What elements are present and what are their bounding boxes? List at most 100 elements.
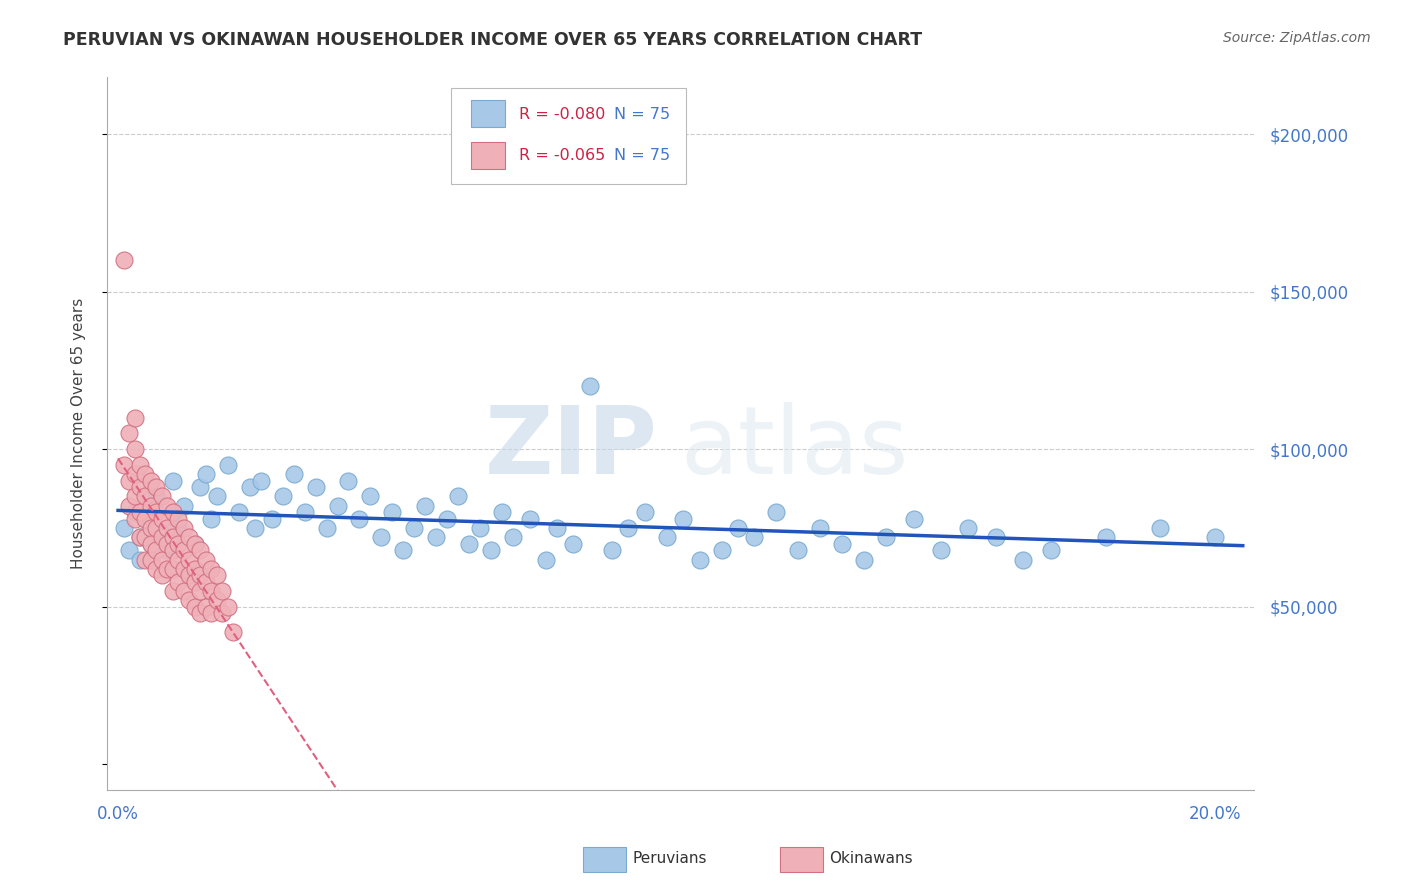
Point bbox=[179, 568, 201, 582]
Point bbox=[184, 562, 207, 576]
Point bbox=[145, 480, 167, 494]
Point bbox=[162, 543, 184, 558]
Point bbox=[188, 606, 211, 620]
Point bbox=[167, 552, 190, 566]
Point bbox=[200, 562, 222, 576]
Point bbox=[239, 480, 262, 494]
Point bbox=[491, 505, 513, 519]
Point bbox=[173, 584, 195, 599]
Point bbox=[853, 552, 876, 566]
Point bbox=[124, 490, 146, 504]
Point bbox=[727, 521, 749, 535]
Point bbox=[617, 521, 640, 535]
Point bbox=[129, 458, 152, 472]
Point bbox=[188, 568, 211, 582]
Point bbox=[134, 531, 156, 545]
Text: atlas: atlas bbox=[681, 401, 908, 493]
Point bbox=[129, 480, 152, 494]
Point bbox=[167, 521, 190, 535]
Point bbox=[359, 490, 381, 504]
Point bbox=[167, 537, 190, 551]
Point bbox=[370, 531, 392, 545]
Text: R = -0.065: R = -0.065 bbox=[519, 148, 605, 163]
Text: R = -0.080: R = -0.080 bbox=[519, 107, 605, 122]
Point bbox=[112, 458, 135, 472]
Point bbox=[304, 480, 326, 494]
Point bbox=[579, 379, 602, 393]
Point bbox=[134, 490, 156, 504]
Point bbox=[184, 574, 207, 589]
Point bbox=[217, 458, 239, 472]
Point bbox=[150, 531, 173, 545]
Point bbox=[145, 521, 167, 535]
Point bbox=[173, 499, 195, 513]
Point bbox=[249, 474, 271, 488]
Point bbox=[188, 480, 211, 494]
Text: Okinawans: Okinawans bbox=[830, 851, 912, 865]
Point bbox=[162, 562, 184, 576]
Point bbox=[831, 537, 853, 551]
Point bbox=[118, 426, 141, 441]
Point bbox=[283, 467, 305, 482]
Point bbox=[118, 543, 141, 558]
Text: N = 75: N = 75 bbox=[614, 107, 671, 122]
Text: Source: ZipAtlas.com: Source: ZipAtlas.com bbox=[1223, 31, 1371, 45]
Point bbox=[129, 531, 152, 545]
Point bbox=[150, 568, 173, 582]
Point bbox=[957, 521, 980, 535]
Point bbox=[205, 593, 228, 607]
Point bbox=[139, 521, 162, 535]
Point bbox=[162, 584, 184, 599]
Point bbox=[124, 467, 146, 482]
Point bbox=[710, 543, 733, 558]
Point bbox=[162, 505, 184, 519]
Point bbox=[744, 531, 766, 545]
Point bbox=[200, 584, 222, 599]
Point bbox=[150, 527, 173, 541]
Text: ZIP: ZIP bbox=[485, 401, 658, 493]
Point bbox=[188, 543, 211, 558]
Point bbox=[875, 531, 897, 545]
Point bbox=[600, 543, 623, 558]
Point bbox=[205, 490, 228, 504]
Point bbox=[184, 599, 207, 614]
Point bbox=[124, 505, 146, 519]
Point bbox=[134, 552, 156, 566]
Point bbox=[337, 474, 360, 488]
Y-axis label: Householder Income Over 65 years: Householder Income Over 65 years bbox=[72, 298, 86, 569]
Point bbox=[211, 606, 233, 620]
Point bbox=[326, 499, 349, 513]
Point bbox=[162, 531, 184, 545]
Point bbox=[179, 531, 201, 545]
Point bbox=[479, 543, 502, 558]
Point bbox=[392, 543, 415, 558]
Point bbox=[112, 521, 135, 535]
Point bbox=[139, 499, 162, 513]
Point bbox=[534, 552, 557, 566]
Point bbox=[162, 474, 184, 488]
Point bbox=[156, 562, 179, 576]
Text: PERUVIAN VS OKINAWAN HOUSEHOLDER INCOME OVER 65 YEARS CORRELATION CHART: PERUVIAN VS OKINAWAN HOUSEHOLDER INCOME … bbox=[63, 31, 922, 49]
Point bbox=[134, 511, 156, 525]
Point bbox=[139, 537, 162, 551]
Point bbox=[1149, 521, 1171, 535]
Point bbox=[468, 521, 491, 535]
Point bbox=[502, 531, 524, 545]
Point bbox=[134, 467, 156, 482]
Text: Peruvians: Peruvians bbox=[633, 851, 707, 865]
Point bbox=[458, 537, 481, 551]
Point bbox=[156, 499, 179, 513]
Point bbox=[145, 562, 167, 576]
Point bbox=[200, 606, 222, 620]
Point bbox=[447, 490, 470, 504]
Point bbox=[124, 410, 146, 425]
Point bbox=[173, 521, 195, 535]
Point bbox=[184, 537, 207, 551]
Point bbox=[562, 537, 585, 551]
Point bbox=[124, 442, 146, 457]
Point bbox=[200, 511, 222, 525]
Point bbox=[787, 543, 810, 558]
Point bbox=[404, 521, 426, 535]
Point bbox=[228, 505, 250, 519]
FancyBboxPatch shape bbox=[451, 88, 686, 185]
